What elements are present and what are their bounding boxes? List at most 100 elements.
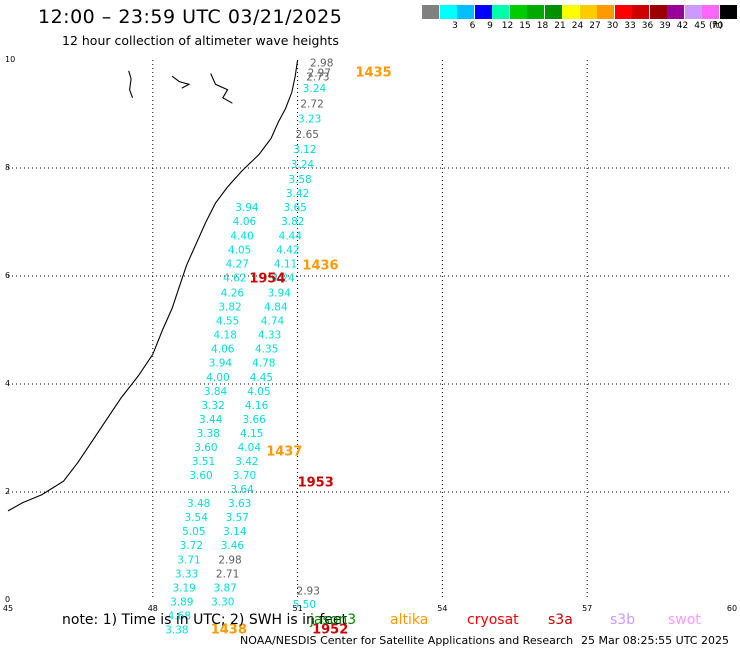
- swh-value: 3.42: [235, 456, 258, 468]
- legend-label: 15: [519, 21, 531, 31]
- legend-unit: (ft): [709, 21, 723, 31]
- y-tick-label: 0: [5, 595, 10, 604]
- pass-label: 1436: [302, 259, 338, 274]
- swh-value: 4.11: [274, 258, 297, 270]
- legend-label: 18: [536, 21, 549, 31]
- axis-tick-labels: 45 48 51 54 57 60 0 2 4 6 8 10: [3, 55, 737, 613]
- swh-value: 3.33: [175, 568, 198, 580]
- swh-value: 3.57: [226, 512, 249, 524]
- swh-value: 4.44: [279, 230, 303, 242]
- swh-value: 4.27: [226, 258, 249, 270]
- swh-value: 3.12: [293, 144, 316, 156]
- legend-label: 21: [554, 21, 566, 31]
- swh-value: 2.98: [218, 554, 241, 566]
- swh-value: 4.62: [223, 272, 246, 284]
- island-outline: [171, 75, 191, 89]
- swh-value: 4.45: [250, 372, 273, 384]
- swh-value: 4.78: [252, 358, 275, 370]
- pass-label: 1438: [211, 622, 247, 637]
- swh-value: 3.38: [197, 428, 220, 440]
- swh-value: 3.42: [286, 188, 309, 200]
- swh-value: 4.24: [271, 272, 295, 284]
- legend-swatch: [492, 5, 509, 19]
- swh-value: 4.74: [261, 316, 285, 328]
- legend-swatch: [719, 5, 737, 19]
- x-tick-label: 57: [582, 604, 592, 613]
- swh-value: 3.14: [223, 526, 247, 538]
- chart-subtitle: 12 hour collection of altimeter wave hei…: [62, 33, 339, 48]
- swh-value: 3.89: [170, 596, 193, 608]
- legend-label: 3: [452, 21, 458, 31]
- swh-value: 3.24: [291, 159, 315, 171]
- legend-label: 6: [469, 21, 476, 31]
- legend-label: 9: [487, 21, 493, 31]
- swh-value: 3.63: [228, 498, 251, 510]
- swh-value: 3.94: [268, 288, 292, 300]
- swh-value: 4.18: [214, 330, 237, 342]
- coastline-path: [7, 59, 299, 512]
- x-tick-label: 60: [727, 604, 737, 613]
- legend-label: 12: [501, 21, 514, 31]
- satellite-name: cryosat: [467, 612, 519, 628]
- pass-labels: 1435 1436 1954 1437 1953 1438 1952: [211, 66, 392, 638]
- satellite-name: swot: [668, 612, 701, 628]
- y-tick-label: 8: [5, 163, 10, 172]
- swh-value: 2.65: [296, 129, 319, 141]
- legend-swatch: [579, 5, 597, 19]
- legend-swatch: [439, 5, 457, 19]
- swh-value: 4.06: [211, 344, 235, 356]
- swh-value: 4.15: [240, 428, 263, 440]
- swh-value: 3.54: [185, 512, 209, 524]
- swh-value: 4.26: [221, 288, 245, 300]
- x-tick-label: 45: [3, 604, 13, 613]
- swh-value: 3.87: [214, 582, 237, 594]
- swh-value: 4.05: [247, 386, 270, 398]
- swh-value: 2.98: [310, 57, 333, 69]
- swh-value: 3.71: [177, 554, 200, 566]
- swh-value: 3.19: [172, 582, 195, 594]
- island-outline: [128, 70, 134, 98]
- pass-label: 1954: [249, 271, 285, 286]
- swh-value: 3.72: [180, 540, 203, 552]
- swh-value: 2.73: [306, 72, 329, 84]
- legend-swatch: [562, 5, 579, 19]
- legend-swatch: [422, 5, 439, 19]
- swh-value: 4.68: [168, 610, 191, 622]
- swh-value: 3.65: [283, 202, 306, 214]
- swh-value: 4.00: [206, 372, 229, 384]
- y-tick-label: 10: [5, 55, 15, 64]
- legend-swatch: [474, 5, 492, 19]
- swh-value: 3.51: [192, 456, 215, 468]
- swh-value: 4.40: [230, 230, 253, 242]
- swh-value: 3.64: [230, 484, 254, 496]
- legend-label: 30: [606, 21, 619, 31]
- generated-timestamp: 25 Mar 08:25:55 UTC 2025: [581, 634, 729, 647]
- legend-label: 39: [659, 21, 671, 31]
- swh-value: 3.94: [209, 358, 233, 370]
- swh-value: 3.82: [281, 216, 304, 228]
- satellite-name: s3a: [548, 612, 573, 628]
- x-tick-label: 48: [148, 604, 158, 613]
- legend-swatch: [684, 5, 702, 19]
- wave-height-points: 2.982.972.733.242.723.232.653.123.243.58…: [165, 57, 333, 636]
- pass-label: 1435: [356, 66, 392, 81]
- swh-value: 2.72: [300, 99, 323, 111]
- legend-swatch: [702, 5, 719, 19]
- swh-value: 5.05: [182, 526, 205, 538]
- swh-value: 4.84: [264, 302, 288, 314]
- pass-label: 1952: [312, 622, 348, 637]
- swh-value: 3.32: [201, 400, 224, 412]
- satellite-name: jason3: [310, 612, 357, 628]
- swh-value: 3.66: [242, 414, 266, 426]
- swh-value: 3.44: [199, 414, 223, 426]
- swh-value: 3.94: [235, 202, 259, 214]
- coastline: [7, 59, 299, 512]
- swh-value: 5.50: [293, 599, 316, 611]
- swh-value: 4.55: [216, 316, 239, 328]
- swh-value: 3.24: [303, 83, 327, 95]
- legend-label: 33: [624, 21, 636, 31]
- legend-swatch: [649, 5, 667, 19]
- legend-swatch: [614, 5, 632, 19]
- y-tick-label: 6: [5, 271, 10, 280]
